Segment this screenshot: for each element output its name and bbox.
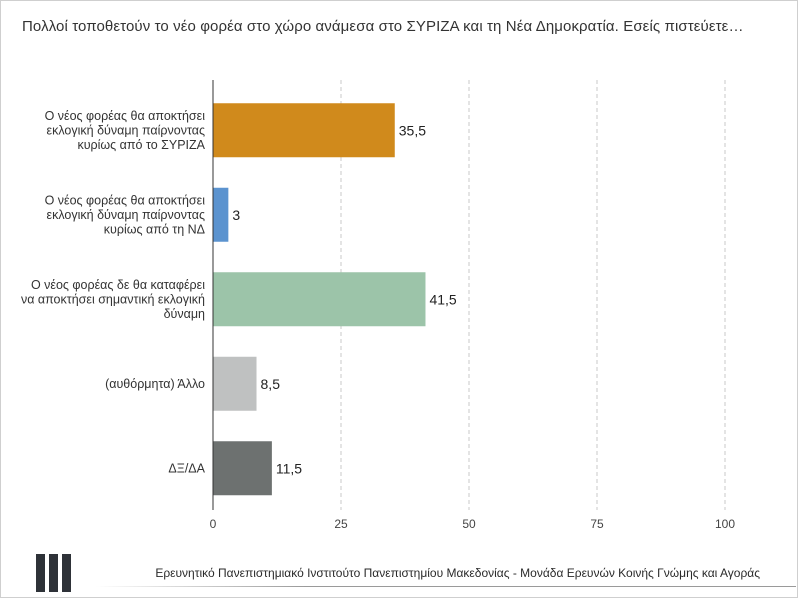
data-label: 8,5 <box>261 376 281 392</box>
bar <box>213 187 229 242</box>
category-label: Ο νέος φορέας θα αποκτήσει εκλογική δύναμ… <box>45 193 206 236</box>
bar <box>213 356 257 411</box>
bar-layer <box>213 103 426 496</box>
footer-credit: Ερευνητικό Πανεπιστημιακό Ινστιτούτο Παν… <box>155 566 760 580</box>
axis-layer: 0 25 50 75 100 <box>210 80 735 531</box>
category-label: (αυθόρμητα) Άλλο <box>105 377 205 391</box>
bar <box>213 272 426 327</box>
data-label: 11,5 <box>276 460 302 476</box>
data-label: 35,5 <box>399 122 426 138</box>
x-tick-label: 75 <box>590 517 604 531</box>
x-tick-label: 100 <box>715 517 735 531</box>
data-label: 41,5 <box>429 291 456 307</box>
category-label: Ο νέος φορέας θα αποκτήσει εκλογική δύναμ… <box>45 109 206 152</box>
label-layer: 35,5 Ο νέος φορέας θα αποκτήσει εκλογική δ… <box>21 109 457 477</box>
x-tick-label: 50 <box>462 517 476 531</box>
x-tick-label: 25 <box>334 517 348 531</box>
bar <box>213 103 395 158</box>
x-tick-label: 0 <box>210 517 217 531</box>
institute-logo <box>36 554 72 592</box>
bar <box>213 441 272 496</box>
chart-title: Πολλοί τοποθετούν το νέο φορέα στο χώρο … <box>22 18 744 35</box>
category-label: ΔΞ/ΔΑ <box>168 461 205 475</box>
data-label: 3 <box>232 207 240 223</box>
footer-divider <box>96 586 796 587</box>
category-label: Ο νέος φορέας δε θα καταφέρει να αποκτήσε… <box>21 278 205 321</box>
